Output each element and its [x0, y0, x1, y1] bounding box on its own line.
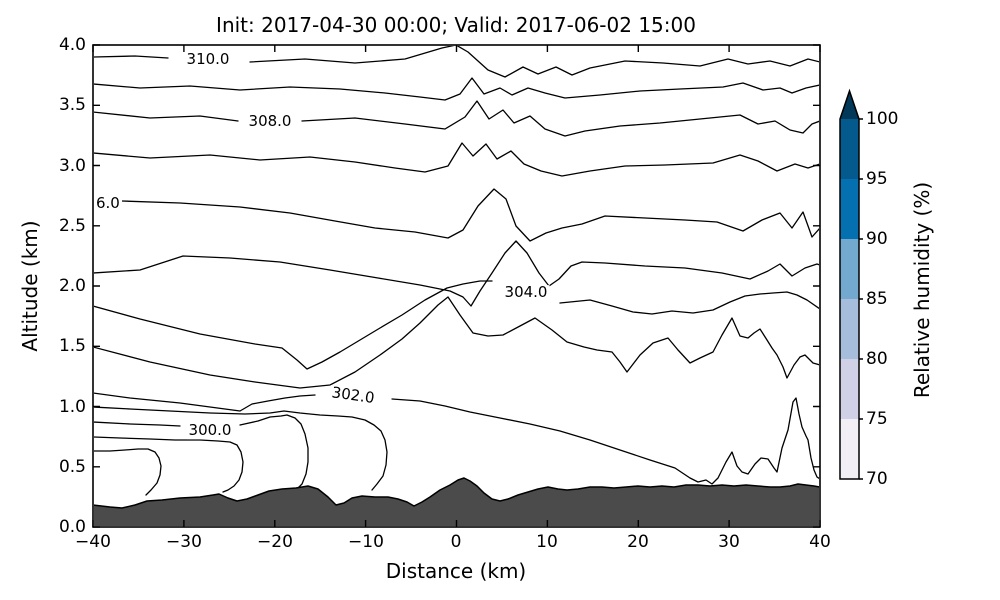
contour-line-309: [94, 77, 819, 101]
contour-line-308-b: [301, 100, 819, 137]
colorbar-segment-75-80: [840, 359, 859, 419]
y-tick-label: 3.0: [58, 156, 86, 176]
y-axis-label: Altitude (km): [18, 220, 42, 352]
contour-line-308-a: [94, 111, 239, 122]
colorbar-tick-label: 100: [866, 109, 899, 129]
contour-label-310: 310.0: [184, 50, 232, 69]
x-tick-label: −30: [166, 532, 202, 552]
y-tick-label: 1.0: [58, 397, 86, 417]
colorbar-tick-label: 95: [866, 169, 888, 189]
x-axis-ticks-bottom: [92, 520, 821, 527]
y-tick-label: 2.5: [58, 216, 86, 236]
colorbar-ticks: [859, 118, 863, 480]
x-tick-label: 0: [450, 532, 462, 552]
x-tick-label: 40: [809, 532, 831, 552]
contour-line-307: [94, 142, 819, 177]
colorbar-segment-95-100: [840, 119, 859, 179]
x-tick-label: 10: [536, 532, 558, 552]
colorbar-outline: [839, 88, 860, 480]
colorbar-tick-label: 70: [866, 469, 888, 489]
y-axis-ticks-left: [93, 44, 100, 528]
contour-line-310-b: [249, 46, 819, 78]
x-axis-label: Distance (km): [385, 559, 527, 583]
y-tick-label: 1.5: [58, 336, 86, 356]
colorbar-extend-arrow: [840, 91, 859, 119]
plot-title: Init: 2017-04-30 00:00; Valid: 2017-06-0…: [216, 13, 696, 37]
contour-label-300: 300.0: [186, 421, 234, 440]
y-tick-label: 3.5: [58, 95, 86, 115]
x-axis-ticks-top: [92, 45, 821, 52]
contour-line-306: [121, 188, 819, 242]
colorbar-segment-70-75: [840, 419, 859, 479]
contour-label-308: 308.0: [246, 112, 294, 131]
colorbar-segment-80-85: [840, 299, 859, 359]
colorbar: [839, 88, 863, 480]
contour-line-305: [94, 240, 819, 307]
colorbar-segment-90-95: [840, 179, 859, 239]
contour-line-299: [94, 436, 244, 493]
contour-line-302-a: [94, 392, 316, 412]
y-tick-label: 2.0: [58, 276, 86, 296]
colorbar-tick-label: 90: [866, 229, 888, 249]
colorbar-tick-label: 80: [866, 349, 888, 369]
contour-line-302-b: [391, 397, 819, 485]
y-tick-label: 0.5: [58, 457, 86, 477]
contour-label-304: 304.0: [502, 283, 550, 302]
colorbar-segment-85-90: [840, 239, 859, 299]
contour-line-300-b: [239, 414, 309, 490]
contour-line-300-a: [94, 421, 181, 427]
contour-line-301: [94, 406, 388, 491]
contour-line-304-b: [559, 291, 819, 315]
y-tick-label: 4.0: [58, 35, 86, 55]
contour-lines: [94, 46, 819, 496]
contour-label-306: 6.0: [94, 194, 122, 212]
colorbar-tick-label: 85: [866, 289, 888, 309]
contour-line-310-a: [94, 55, 169, 59]
colorbar-label: Relative humidity (%): [910, 181, 934, 399]
x-tick-label: −40: [75, 532, 111, 552]
x-tick-label: 20: [627, 532, 649, 552]
x-tick-label: −20: [257, 532, 293, 552]
contour-line-303: [94, 296, 819, 389]
y-axis-ticks-right: [813, 44, 820, 528]
axis-ticks: [92, 44, 821, 528]
y-tick-label: 0.0: [58, 517, 86, 537]
contour-line-304-a: [94, 280, 493, 370]
colorbar-tick-label: 75: [866, 409, 888, 429]
terrain-fill: [94, 477, 819, 526]
contour-line-298: [94, 448, 162, 496]
x-tick-label: 30: [718, 532, 740, 552]
x-tick-label: −10: [348, 532, 384, 552]
